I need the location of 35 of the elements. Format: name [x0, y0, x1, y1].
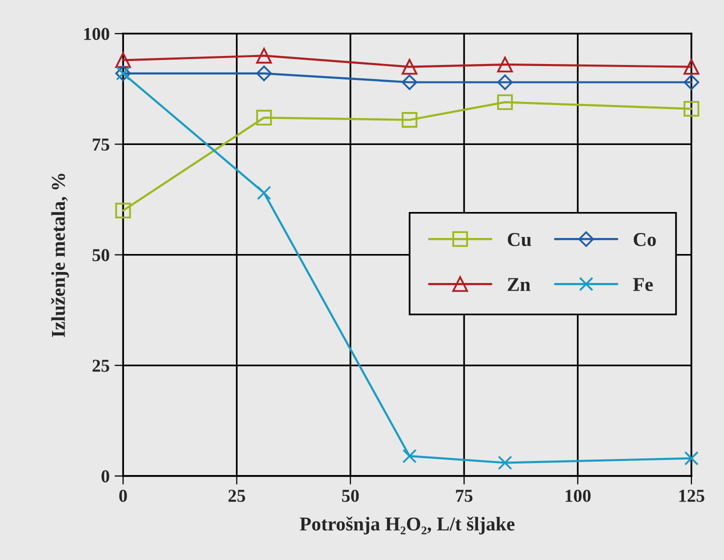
point — [402, 58, 418, 75]
point — [256, 110, 272, 126]
y-tick-label: 0 — [102, 470, 110, 482]
point — [115, 202, 131, 218]
x-tick-label: 100 — [566, 490, 591, 502]
x-tick-label: 75 — [456, 490, 472, 502]
point — [684, 451, 699, 466]
point — [498, 456, 512, 470]
legend-label: Co — [634, 233, 656, 246]
point — [497, 56, 513, 72]
y-axis-title: Izluženje metala, % — [51, 174, 69, 338]
x-axis-title: Potrošnja H₂O₂, L/t šljake — [300, 516, 514, 535]
point — [402, 74, 418, 90]
x-tick-label: 0 — [119, 490, 127, 502]
point — [684, 100, 700, 117]
point — [402, 112, 418, 128]
point — [497, 94, 513, 110]
point — [115, 52, 131, 68]
point — [256, 48, 272, 64]
legend-label: Zn — [508, 278, 530, 291]
legend-label: Fe — [633, 278, 653, 292]
y-tick-label: 50 — [92, 249, 110, 262]
y-tick-label: 75 — [92, 138, 110, 151]
y-tick-label: 25 — [92, 360, 110, 372]
y-tick-label: 100 — [84, 28, 110, 40]
x-tick-label: 25 — [228, 490, 246, 502]
point — [684, 58, 700, 75]
point — [497, 74, 513, 90]
point — [684, 74, 700, 90]
point — [402, 448, 417, 464]
legend-label: Cu — [508, 233, 532, 246]
x-tick-label: 50 — [342, 490, 359, 502]
x-tick-label: 125 — [679, 490, 704, 502]
point — [256, 186, 272, 200]
point — [256, 66, 272, 82]
